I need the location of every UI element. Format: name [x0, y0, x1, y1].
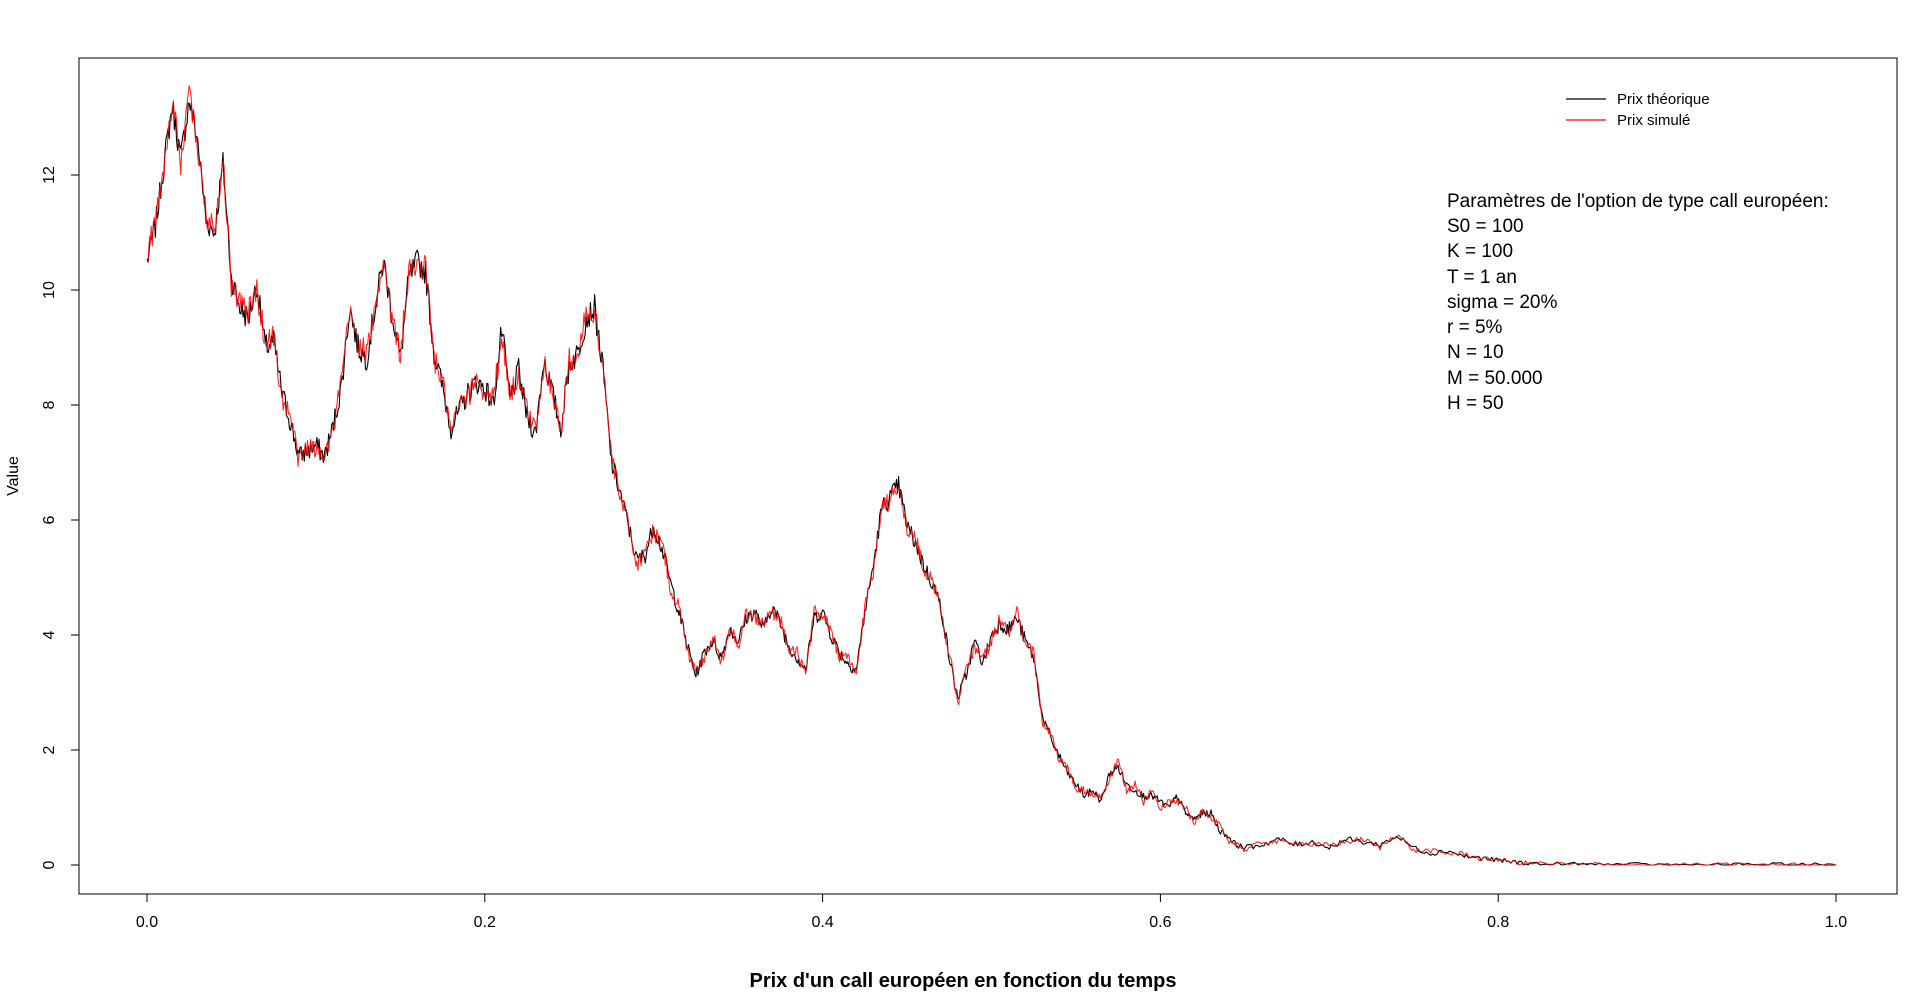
param-n: N = 10: [1447, 342, 1504, 363]
y-tick-label: 10: [41, 281, 58, 299]
legend-label-theorique: Prix théorique: [1617, 91, 1710, 108]
plot-frame: [78, 57, 1898, 895]
y-tick-label: 8: [41, 400, 58, 409]
param-k: K = 100: [1447, 241, 1513, 262]
y-axis: 0 2 4 6 8 10 12: [41, 166, 80, 869]
x-tick-label: 0.0: [136, 914, 158, 931]
x-axis: 0.0 0.2 0.4 0.6 0.8 1.0: [136, 893, 1847, 931]
series-line-prix-theorique: [146, 101, 1836, 866]
param-h: H = 50: [1447, 393, 1504, 414]
series-layer: [146, 85, 1837, 866]
y-tick-label: 2: [41, 745, 58, 754]
chart-title: Prix d'un call européen en fonction du t…: [749, 970, 1176, 992]
x-tick-label: 0.4: [811, 914, 833, 931]
series-line-prix-simule: [146, 85, 1837, 866]
y-axis-title: Value: [5, 456, 22, 496]
param-t: T = 1 an: [1447, 267, 1517, 288]
param-sigma: sigma = 20%: [1447, 292, 1557, 313]
x-tick-label: 0.2: [474, 914, 496, 931]
x-tick-label: 0.6: [1149, 914, 1171, 931]
y-tick-label: 6: [41, 515, 58, 524]
param-m: M = 50.000: [1447, 368, 1543, 389]
param-r: r = 5%: [1447, 317, 1503, 338]
legend: Prix théorique Prix simulé: [1566, 91, 1710, 129]
y-tick-label: 12: [41, 166, 58, 184]
x-tick-label: 0.8: [1487, 914, 1509, 931]
y-tick-label: 0: [41, 860, 58, 869]
param-s0: S0 = 100: [1447, 216, 1524, 237]
parameters-annotation: Paramètres de l'option de type call euro…: [1447, 191, 1829, 414]
legend-label-simule: Prix simulé: [1617, 112, 1690, 129]
x-tick-label: 1.0: [1825, 914, 1847, 931]
y-tick-label: 4: [41, 630, 58, 639]
param-heading: Paramètres de l'option de type call euro…: [1447, 191, 1829, 212]
